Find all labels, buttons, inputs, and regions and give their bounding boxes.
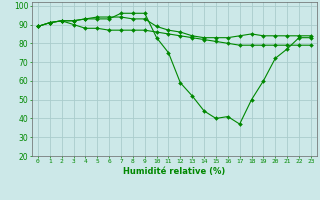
X-axis label: Humidité relative (%): Humidité relative (%) <box>123 167 226 176</box>
